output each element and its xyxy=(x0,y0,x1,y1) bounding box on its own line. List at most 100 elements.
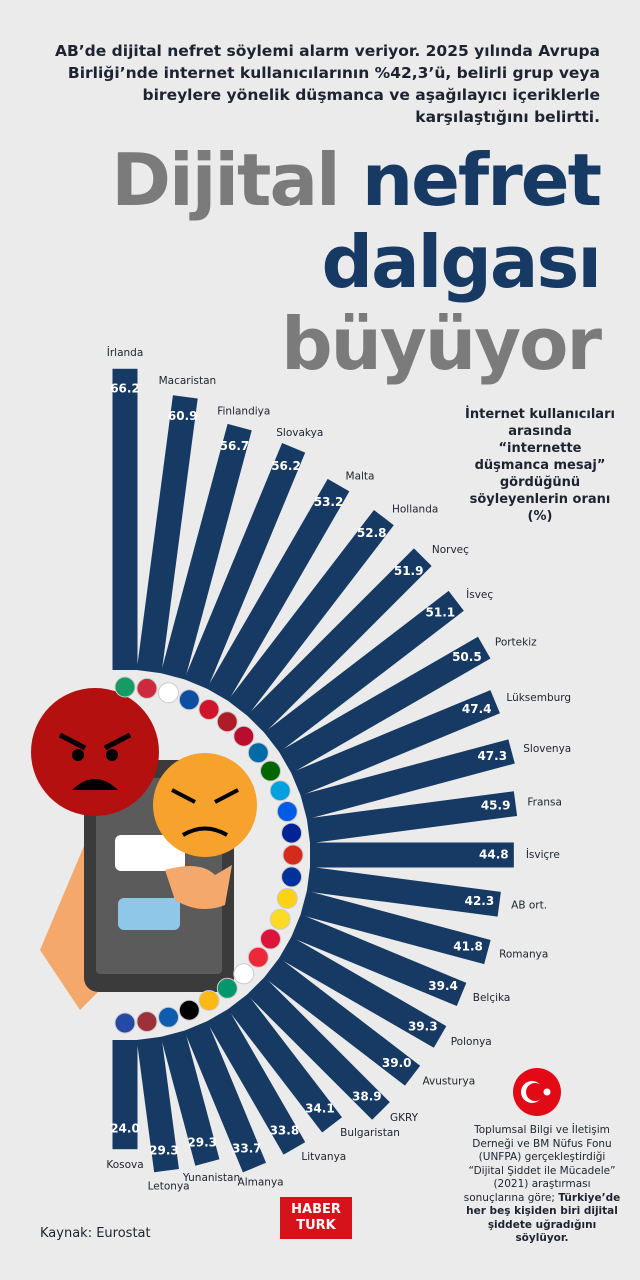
value-label: 47.4 xyxy=(462,702,492,716)
value-label: 39.3 xyxy=(408,1019,438,1033)
bar xyxy=(184,1021,267,1173)
crescent xyxy=(526,1083,544,1101)
value-label: 53.2 xyxy=(314,495,344,509)
bar xyxy=(227,994,342,1133)
bar xyxy=(184,443,306,689)
value-label: 39.0 xyxy=(382,1056,412,1070)
bar xyxy=(291,690,500,796)
bar xyxy=(306,791,518,844)
source: Kaynak: Eurostat xyxy=(40,1226,151,1241)
category-label: Kosova xyxy=(106,1159,143,1171)
flag xyxy=(136,1011,158,1033)
category-label: İsviçre xyxy=(526,848,560,861)
category-label: Belçika xyxy=(473,992,511,1004)
category-label: GKRY xyxy=(390,1112,419,1124)
bar xyxy=(306,866,501,917)
category-label: Malta xyxy=(346,470,375,482)
flag xyxy=(216,711,238,733)
category-label: Avusturya xyxy=(422,1076,475,1088)
emoji-brows xyxy=(58,732,132,751)
value-label: 45.9 xyxy=(481,799,511,813)
value-label: 44.8 xyxy=(479,848,509,862)
title-word: nefret xyxy=(361,138,602,222)
flag xyxy=(269,908,291,930)
value-label: 39.4 xyxy=(428,979,458,993)
bar xyxy=(300,739,515,820)
flag xyxy=(276,801,298,823)
category-label: İrlanda xyxy=(107,346,144,359)
flag xyxy=(247,742,269,764)
logo: HABER TURK xyxy=(280,1197,352,1239)
category-label: İsveç xyxy=(466,588,493,601)
chart-title: Dijital nefret xyxy=(111,138,602,222)
bar xyxy=(246,548,432,734)
value-label: 56.7 xyxy=(220,439,250,453)
flag xyxy=(233,725,255,747)
chat-bubble xyxy=(118,898,180,930)
category-label: AB ort. xyxy=(511,900,547,912)
category-label: Slovakya xyxy=(276,427,323,439)
bar xyxy=(206,1008,306,1155)
value-label: 50.5 xyxy=(452,650,482,664)
value-label: 24.0 xyxy=(110,1122,140,1136)
value-label: 38.9 xyxy=(352,1089,382,1103)
flag xyxy=(198,989,220,1011)
value-label: 51.9 xyxy=(394,564,424,578)
value-label: 52.8 xyxy=(357,526,387,540)
bar xyxy=(206,478,350,702)
category-label: Portekiz xyxy=(495,637,537,649)
bar xyxy=(136,1036,179,1173)
category-label: Bulgaristan xyxy=(340,1127,400,1139)
category-label: Almanya xyxy=(238,1176,284,1188)
flag xyxy=(216,977,238,999)
flag xyxy=(178,999,200,1021)
flag xyxy=(157,682,179,704)
note-bold: Türkiye’de her beş kişiden biri dijital … xyxy=(466,1191,621,1245)
angry-emoji xyxy=(153,753,257,857)
chat-bubble xyxy=(115,835,185,871)
illustration xyxy=(31,688,257,1010)
category-label: Litvanya xyxy=(301,1151,346,1163)
flag xyxy=(247,946,269,968)
bar xyxy=(300,890,491,965)
flag xyxy=(259,928,281,950)
value-label: 34.1 xyxy=(305,1101,335,1115)
bar xyxy=(112,1040,138,1150)
category-label: Lüksemburg xyxy=(506,692,571,704)
flag xyxy=(114,1012,136,1034)
bar xyxy=(264,590,464,753)
category-label: Macaristan xyxy=(159,375,217,387)
flag xyxy=(276,887,298,909)
angry-emoji xyxy=(31,688,159,816)
value-label: 51.1 xyxy=(426,606,456,620)
bar xyxy=(112,368,138,670)
bar xyxy=(291,914,467,1006)
flag xyxy=(281,822,303,844)
flag xyxy=(157,1006,179,1028)
star xyxy=(543,1088,551,1096)
category-label: Norveç xyxy=(432,544,469,556)
category-label: Yunanistan xyxy=(182,1172,240,1184)
category-label: Finlandiya xyxy=(217,406,270,418)
value-label: 33.8 xyxy=(270,1124,300,1138)
category-label: Romanya xyxy=(499,949,548,961)
emoji-mouth xyxy=(181,826,229,837)
value-label: 56.2 xyxy=(271,459,301,473)
bar xyxy=(160,1030,220,1166)
category-label: Fransa xyxy=(527,796,562,808)
value-label: 42.3 xyxy=(465,894,495,908)
value-label: 33.7 xyxy=(232,1142,262,1156)
value-label: 41.8 xyxy=(453,939,483,953)
flag xyxy=(282,844,304,866)
value-label: 66.2 xyxy=(110,381,140,395)
title-word: dalgası xyxy=(321,220,602,304)
bar xyxy=(278,936,447,1048)
bar xyxy=(160,423,252,680)
flag xyxy=(114,676,136,698)
emoji-eye xyxy=(106,749,118,761)
title-word: Dijital xyxy=(111,138,340,222)
title-word: büyüyor xyxy=(281,302,602,386)
bar xyxy=(246,976,390,1120)
flag xyxy=(136,677,158,699)
